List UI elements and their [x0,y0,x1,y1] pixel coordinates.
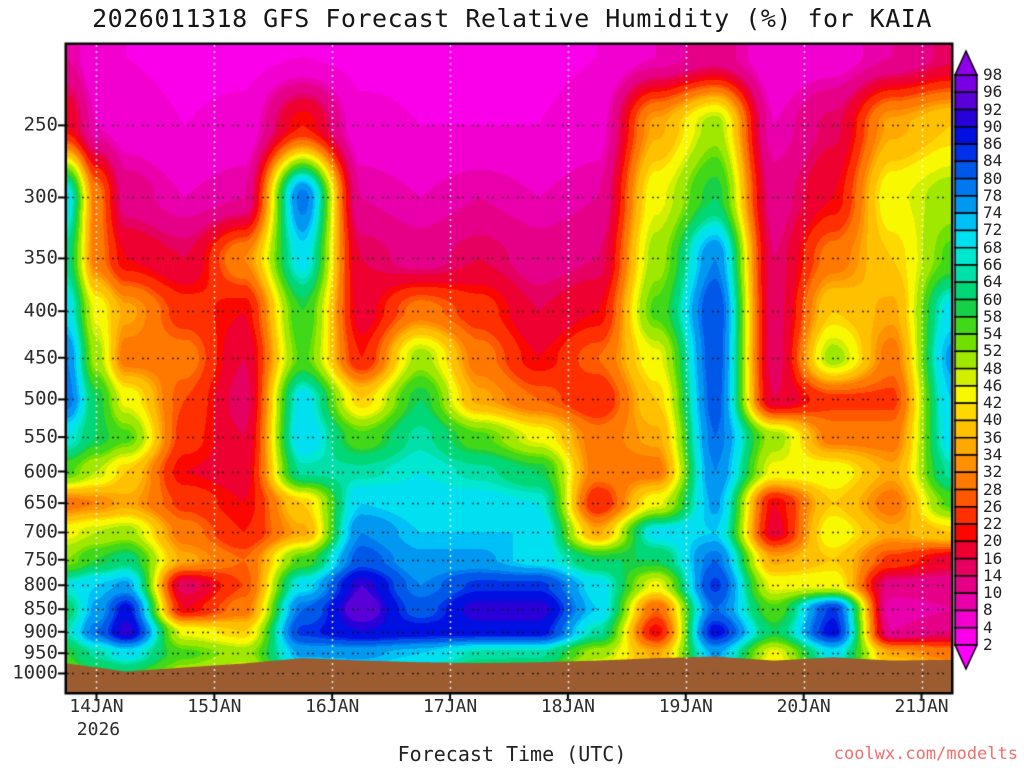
colorbar-tick-label: 40 [983,410,1003,430]
x-axis-title: Forecast Time (UTC) [397,742,627,766]
colorbar-tick-label: 84 [983,151,1003,171]
y-axis-tick-label: 750 [23,548,58,571]
y-axis-tick-label: 400 [23,299,58,322]
x-axis-day-label: 15JAN [187,696,242,717]
colorbar-tick-label: 92 [983,99,1003,119]
x-axis-day-label: 21JAN [894,696,949,717]
colorbar-tick-label: 16 [983,548,1003,568]
colorbar-tick-label: 96 [983,82,1003,102]
y-axis-tick-label: 800 [23,573,58,596]
y-axis-tick-label: 250 [23,113,58,136]
colorbar-tick-label: 4 [983,617,993,637]
colorbar-tick-label: 2 [983,635,993,654]
y-axis-tick-label: 500 [23,387,58,410]
watermark-text: coolwx.com/modelts [833,744,1018,764]
x-axis-day-label: 20JAN [776,696,831,717]
colorbar-tick-label: 28 [983,479,1003,499]
colorbar-tick-label: 10 [983,583,1003,603]
y-axis-tick-label: 950 [23,641,58,664]
y-axis-tick-label: 650 [23,491,58,514]
y-axis-tick-label: 900 [23,620,58,643]
y-axis-tick-label: 450 [23,346,58,369]
y-axis-tick-label: 550 [23,425,58,448]
colorbar-tick-label: 74 [983,203,1003,223]
chart-title: 2026011318 GFS Forecast Relative Humidit… [92,4,932,33]
x-axis-day-label: 18JAN [540,696,596,717]
colorbar-tick-label: 42 [983,393,1003,413]
year-label: 2026 [76,719,121,740]
colorbar-tick-label: 72 [983,220,1003,240]
colorbar-tick-label: 64 [983,272,1003,292]
colorbar-tick-label: 80 [983,168,1003,188]
colorbar-tick-label: 26 [983,496,1003,516]
colorbar-tick-label: 98 [983,65,1003,84]
colorbar-tick-label: 58 [983,306,1003,326]
y-axis-tick-label: 850 [23,597,58,620]
colorbar-tick-label: 20 [983,531,1003,551]
y-axis-tick-label: 700 [23,520,58,543]
colorbar-tick-label: 78 [983,185,1003,205]
x-axis-day-label: 16JAN [305,696,360,717]
colorbar-tick-label: 22 [983,514,1003,534]
y-axis-tick-label: 600 [23,460,58,482]
colorbar-tick-label: 36 [983,427,1003,447]
y-axis-tick-label: 1000 [12,661,58,684]
y-axis-tick-label: 350 [23,246,58,269]
colorbar-tick-label: 54 [983,324,1003,344]
colorbar-tick-label: 52 [983,341,1003,361]
colorbar-tick-label: 34 [983,445,1003,464]
y-axis-tick-label: 300 [23,185,58,208]
colorbar-tick-label: 90 [983,116,1003,136]
colorbar-tick-label: 48 [983,358,1003,378]
colorbar-tick-label: 8 [983,600,993,620]
colorbar-tick-label: 32 [983,462,1003,482]
colorbar-tick-label: 68 [983,237,1003,257]
x-axis-day-label: 17JAN [422,696,478,717]
x-axis-day-label: 19JAN [658,696,713,717]
x-axis-day-label: 14JAN [69,696,124,717]
colorbar-tick-label: 46 [983,375,1003,395]
colorbar-tick-label: 14 [983,565,1003,585]
colorbar-tick-label: 66 [983,255,1003,274]
colorbar-tick-label: 60 [983,289,1003,309]
colorbar-tick-label: 86 [983,134,1003,154]
